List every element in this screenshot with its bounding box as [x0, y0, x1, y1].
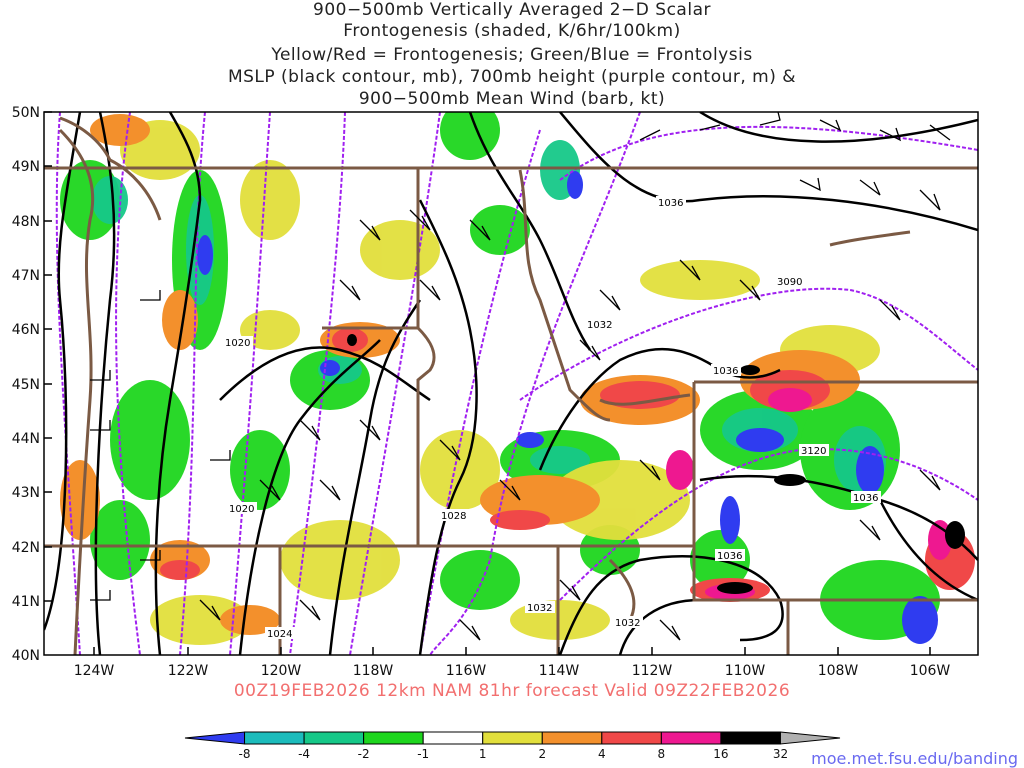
colorbar-segment — [541, 731, 603, 745]
colorbar-segment — [482, 731, 543, 745]
title-line-1: 900−500mb Vertically Averaged 2−D Scalar — [313, 0, 711, 20]
mslp-contours — [44, 112, 978, 655]
lat-label: 46N — [12, 322, 40, 338]
lon-label: 108W — [818, 663, 859, 679]
lon-label: 106W — [910, 663, 951, 679]
colorbar-segment — [779, 731, 841, 745]
lat-label: 44N — [12, 431, 40, 447]
lon-label: 116W — [446, 663, 487, 679]
colorbar-label: 32 — [773, 747, 788, 761]
lon-label: 122W — [168, 663, 209, 679]
colorbar-label: 8 — [658, 747, 666, 761]
mslp-label: 1032 — [587, 320, 612, 331]
forecast-valid-text: 00Z19FEB2026 12km NAM 81hr forecast Vali… — [233, 681, 791, 701]
mslp-label: 1036 — [658, 198, 683, 209]
lon-label: 118W — [353, 663, 394, 679]
colorbar-label: -4 — [298, 747, 310, 761]
mslp-label: 1020 — [225, 338, 250, 349]
lon-label: 124W — [74, 663, 115, 679]
shaded-frontogenesis-field — [44, 112, 978, 655]
colorbar-label: 16 — [713, 747, 728, 761]
mslp-label: 1028 — [441, 511, 466, 522]
wind-barbs — [90, 112, 951, 641]
lat-label: 47N — [12, 268, 40, 284]
colorbar-segment — [601, 731, 662, 745]
colorbar-segment — [422, 731, 484, 745]
colorbar-segment — [303, 731, 365, 745]
colorbar-label: -8 — [239, 747, 251, 761]
mslp-label: 1020 — [229, 504, 254, 515]
colorbar-segment — [184, 731, 246, 745]
lat-label: 40N — [12, 648, 40, 664]
lat-label: 49N — [12, 159, 40, 175]
colorbar-segment — [244, 731, 305, 745]
mslp-label: 1036 — [853, 493, 878, 504]
state-borders — [44, 116, 978, 655]
longitude-labels: 124W 122W 120W 118W 116W 114W 112W 110W … — [74, 663, 951, 679]
lat-label: 42N — [12, 540, 40, 556]
lat-label: 50N — [12, 105, 40, 121]
contour-labels: 1036 1032 1036 1020 1020 1028 1036 1036 … — [223, 196, 881, 640]
height-label: 3120 — [801, 446, 826, 457]
lon-label: 110W — [725, 663, 766, 679]
lat-label: 48N — [12, 214, 40, 230]
colorbar-label: 2 — [538, 747, 546, 761]
colorbar: -8 -4 -2 -1 1 2 4 8 16 32 — [184, 731, 841, 761]
mslp-label: 1036 — [717, 551, 742, 562]
mslp-label: 1032 — [615, 618, 640, 629]
lat-label: 45N — [12, 377, 40, 393]
colorbar-label: 4 — [598, 747, 606, 761]
colorbar-segment — [720, 731, 781, 745]
title-line-3: Yellow/Red = Frontogenesis; Green/Blue =… — [271, 45, 753, 65]
lon-label: 114W — [539, 663, 580, 679]
colorbar-segment — [363, 731, 424, 745]
lat-label: 41N — [12, 594, 40, 610]
latitude-labels: 50N 49N 48N 47N 46N 45N 44N 43N 42N 41N … — [12, 105, 40, 664]
colorbar-segment — [660, 731, 722, 745]
colorbar-label: -1 — [417, 747, 429, 761]
lon-label: 112W — [632, 663, 673, 679]
height-label: 3090 — [777, 277, 802, 288]
axis-ticks — [44, 111, 931, 655]
lon-label: 120W — [261, 663, 302, 679]
colorbar-label: -2 — [358, 747, 370, 761]
colorbar-label: 1 — [479, 747, 487, 761]
mslp-label: 1036 — [713, 366, 738, 377]
title-line-5: 900−500mb Mean Wind (barb, kt) — [358, 89, 666, 109]
mslp-label: 1024 — [267, 629, 292, 640]
title-line-4: MSLP (black contour, mb), 700mb height (… — [227, 67, 797, 87]
mslp-label: 1032 — [527, 603, 552, 614]
credit-url: moe.met.fsu.edu/banding — [811, 749, 1018, 768]
lat-label: 43N — [12, 485, 40, 501]
title-line-2: Frontogenesis (shaded, K/6hr/100km) — [343, 21, 681, 41]
